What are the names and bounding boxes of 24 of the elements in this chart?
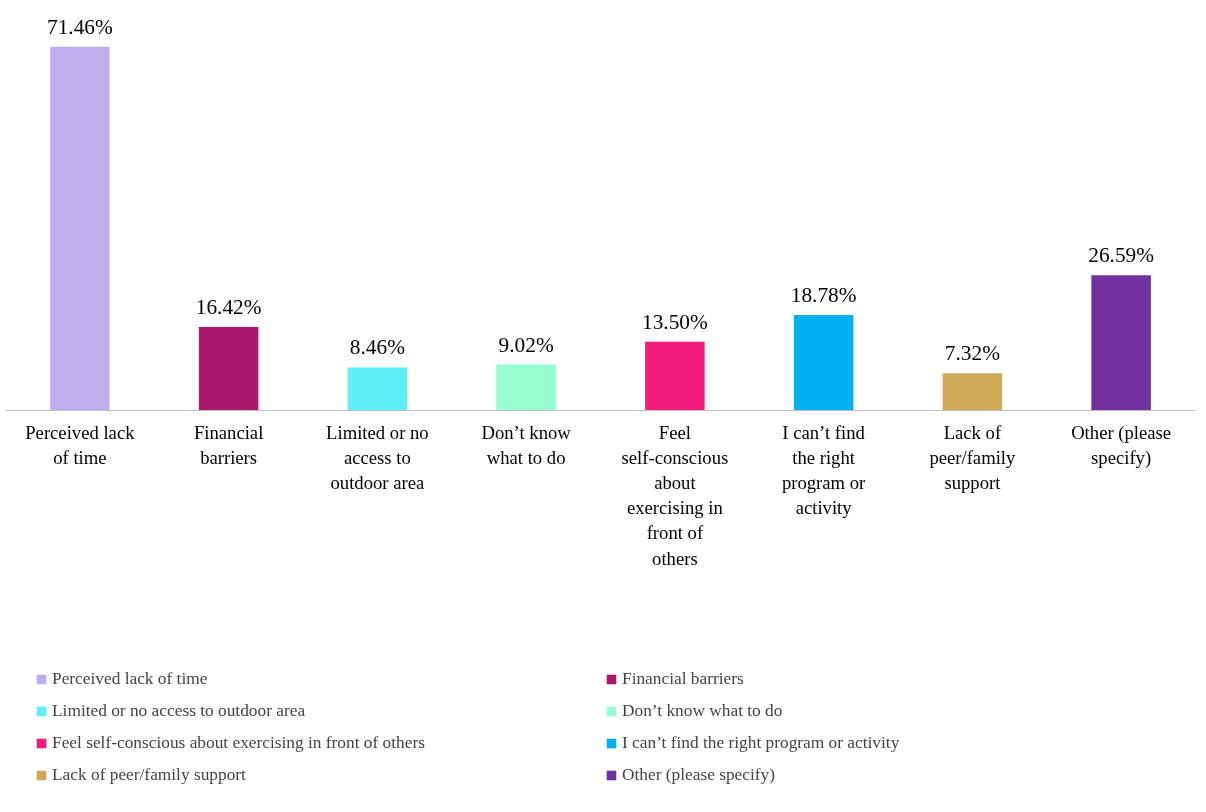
legend-label: Other (please specify) (622, 765, 775, 785)
legend-label: Feel self-conscious about exercising in front of others (52, 733, 425, 753)
x-tick-label: Don’t know what to do (481, 421, 572, 468)
data-label: 7.32% (944, 341, 1001, 366)
x-tick-label: Perceived lack of time (25, 421, 136, 468)
legend-label: I can’t find the right program or activity (622, 733, 900, 753)
x-tick-label: Lack of peer/family support (929, 421, 1017, 493)
x-tick-label: I can’t find the right program or activity (781, 421, 867, 519)
data-label: 13.50% (642, 309, 708, 334)
data-label: 9.02% (498, 332, 554, 357)
x-tick-label: Other (please specify) (1071, 421, 1172, 469)
legend-label: Financial barriers (622, 669, 744, 689)
legend-label: Lack of peer/family support (52, 765, 246, 785)
data-label: 8.46% (349, 335, 406, 360)
data-label: 16.42% (195, 294, 262, 319)
data-label: 71.46% (47, 14, 113, 39)
legend-label: Perceived lack of time (52, 669, 208, 689)
x-tick-label: Financial barriers (193, 421, 264, 468)
data-label: 26.59% (1088, 243, 1155, 268)
legend-label: Limited or no access to outdoor area (52, 701, 306, 721)
legend-label: Don’t know what to do (622, 701, 783, 721)
x-tick-label: Limited or no access to outdoor area (326, 421, 429, 493)
x-tick-label: Feel self-conscious about exercising in front of others (621, 421, 729, 569)
data-label: 18.78% (790, 282, 857, 307)
